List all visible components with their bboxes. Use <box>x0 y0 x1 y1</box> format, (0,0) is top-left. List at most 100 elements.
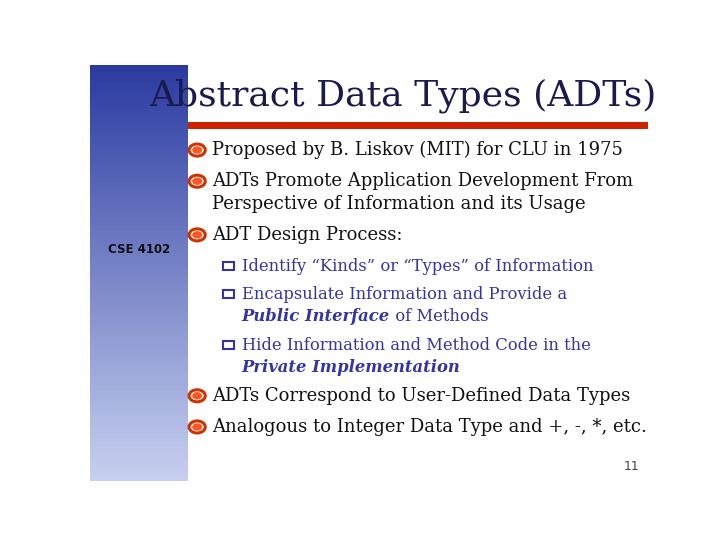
Bar <box>90 400 188 402</box>
Bar <box>90 464 188 466</box>
Bar <box>90 192 188 194</box>
Bar <box>90 114 188 117</box>
Bar <box>90 84 188 85</box>
Bar <box>90 449 188 451</box>
Bar <box>90 106 188 109</box>
Bar <box>90 377 188 379</box>
Bar <box>90 102 188 104</box>
Circle shape <box>192 178 202 185</box>
Bar <box>90 67 188 69</box>
Text: Analogous to Integer Data Type and +, -, *, etc.: Analogous to Integer Data Type and +, -,… <box>212 418 647 436</box>
Bar <box>90 414 188 416</box>
Bar <box>90 385 188 387</box>
Bar <box>90 167 188 168</box>
Text: Abstract Data Types (ADTs): Abstract Data Types (ADTs) <box>149 79 656 113</box>
Bar <box>90 177 188 179</box>
Bar <box>90 146 188 148</box>
Bar <box>90 250 188 252</box>
Bar <box>90 194 188 196</box>
Bar <box>90 71 188 73</box>
Bar <box>90 281 188 283</box>
Bar <box>90 408 188 410</box>
Bar <box>90 79 188 82</box>
Bar <box>90 375 188 377</box>
Bar <box>90 171 188 173</box>
Bar <box>90 69 188 71</box>
Bar <box>90 287 188 289</box>
Circle shape <box>192 392 202 400</box>
Bar <box>90 339 188 341</box>
Bar <box>90 306 188 308</box>
Bar <box>90 476 188 478</box>
Bar <box>90 337 188 339</box>
Bar <box>90 109 188 111</box>
Bar <box>90 129 188 131</box>
Bar <box>90 314 188 316</box>
Bar <box>90 206 188 208</box>
Bar <box>90 90 188 92</box>
Bar <box>90 474 188 476</box>
Bar <box>90 368 188 370</box>
Bar <box>90 271 188 273</box>
Bar <box>90 158 188 160</box>
Bar <box>90 252 188 254</box>
Bar <box>90 144 188 146</box>
Bar <box>90 117 188 119</box>
Circle shape <box>192 146 202 154</box>
Bar <box>90 148 188 150</box>
Text: ADT Design Process:: ADT Design Process: <box>212 226 402 244</box>
Bar <box>90 133 188 136</box>
Bar <box>90 478 188 481</box>
Text: Hide Information and Method Code in the: Hide Information and Method Code in the <box>242 336 590 354</box>
Bar <box>90 360 188 362</box>
Bar <box>90 77 188 79</box>
Bar <box>90 389 188 391</box>
Bar <box>90 456 188 458</box>
Bar <box>90 265 188 266</box>
Bar <box>90 283 188 285</box>
Bar <box>90 285 188 287</box>
Bar <box>90 175 188 177</box>
Bar <box>90 302 188 304</box>
Bar <box>90 125 188 127</box>
Bar <box>90 427 188 429</box>
Bar <box>90 92 188 94</box>
Bar <box>90 379 188 381</box>
Bar <box>90 354 188 356</box>
Bar <box>90 370 188 373</box>
Bar <box>90 333 188 335</box>
Bar <box>90 266 188 268</box>
Bar <box>90 73 188 75</box>
Bar <box>90 168 188 171</box>
Circle shape <box>192 423 202 431</box>
Bar <box>90 229 188 231</box>
Bar <box>90 179 188 181</box>
Bar <box>90 454 188 456</box>
Bar <box>90 277 188 279</box>
Bar <box>90 235 188 238</box>
Bar <box>90 322 188 325</box>
Bar <box>90 462 188 464</box>
Bar <box>90 231 188 233</box>
Bar <box>90 300 188 302</box>
Bar <box>90 219 188 221</box>
Bar <box>90 221 188 223</box>
Text: Public Interface: Public Interface <box>242 308 390 325</box>
Bar <box>90 437 188 439</box>
Bar <box>90 279 188 281</box>
Bar <box>90 113 188 114</box>
Text: Private Implementation: Private Implementation <box>242 359 461 376</box>
Bar <box>90 393 188 395</box>
Bar <box>90 238 188 239</box>
Bar <box>90 138 188 140</box>
Bar <box>90 260 188 262</box>
Bar <box>90 366 188 368</box>
Bar <box>90 451 188 454</box>
Bar <box>90 127 188 129</box>
Bar <box>90 163 188 165</box>
Bar <box>90 325 188 327</box>
Bar <box>90 248 188 250</box>
Bar <box>90 292 188 294</box>
Bar <box>90 298 188 300</box>
Bar <box>90 319 188 321</box>
